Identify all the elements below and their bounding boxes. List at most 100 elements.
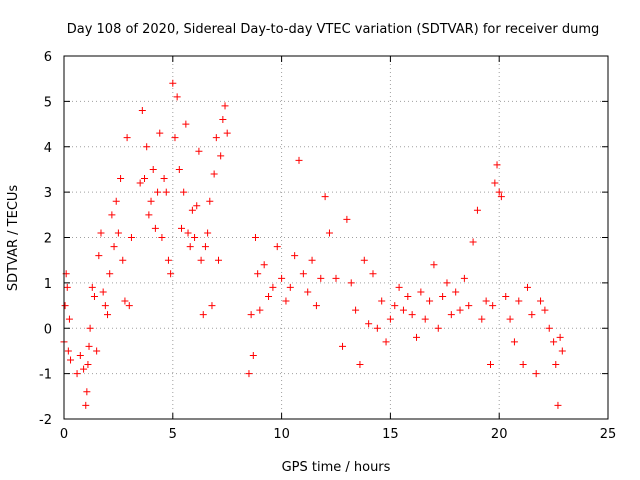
data-point — [282, 297, 290, 305]
data-point — [108, 211, 116, 219]
data-point — [447, 311, 455, 319]
data-point — [145, 211, 153, 219]
data-point — [317, 274, 325, 282]
data-point — [347, 279, 355, 287]
data-point — [164, 256, 172, 264]
y-tick-label: -1 — [39, 368, 52, 383]
data-point — [114, 229, 122, 237]
grid — [64, 56, 608, 419]
x-tick-label: 0 — [60, 427, 68, 442]
data-point — [515, 297, 523, 305]
x-tick-label: 10 — [273, 427, 290, 442]
data-point — [86, 324, 94, 332]
data-point — [373, 324, 381, 332]
data-point — [537, 297, 545, 305]
data-point — [395, 283, 403, 291]
data-point — [245, 370, 253, 378]
data-point — [506, 315, 514, 323]
data-point — [321, 193, 329, 201]
data-point — [217, 152, 225, 160]
data-point — [369, 270, 377, 278]
data-point — [63, 283, 71, 291]
data-point — [308, 256, 316, 264]
data-point — [413, 333, 421, 341]
data-point — [443, 279, 451, 287]
data-point — [97, 229, 105, 237]
chart-title: Day 108 of 2020, Sidereal Day-to-day VTE… — [67, 22, 600, 37]
data-point — [523, 283, 531, 291]
data-point — [299, 270, 307, 278]
data-point — [304, 288, 312, 296]
y-tick-label: 4 — [44, 141, 52, 156]
data-point — [141, 175, 149, 183]
data-point — [121, 297, 129, 305]
x-tick-label: 20 — [491, 427, 508, 442]
data-point — [82, 401, 90, 409]
x-axis-label: GPS time / hours — [282, 460, 391, 475]
data-point — [201, 243, 209, 251]
data-point — [493, 161, 501, 169]
data-point — [64, 347, 72, 355]
data-point — [495, 188, 503, 196]
data-point — [486, 361, 494, 369]
data-point — [90, 292, 98, 300]
data-point — [169, 79, 177, 87]
data-point — [343, 215, 351, 223]
data-point — [426, 297, 434, 305]
data-point — [184, 229, 192, 237]
data-point — [391, 302, 399, 310]
data-point — [249, 351, 257, 359]
data-point — [365, 320, 373, 328]
data-point — [156, 129, 164, 137]
data-point — [210, 170, 218, 178]
data-point — [167, 270, 175, 278]
data-point — [404, 292, 412, 300]
data-point — [360, 256, 368, 264]
data-point — [67, 356, 75, 364]
data-point — [339, 342, 347, 350]
data-point — [95, 252, 103, 260]
data-point — [291, 252, 299, 260]
data-point — [545, 324, 553, 332]
data-point — [251, 234, 259, 241]
data-point — [465, 302, 473, 310]
y-tick-label: 6 — [44, 50, 52, 65]
data-point — [93, 347, 101, 355]
data-point — [439, 292, 447, 300]
data-point — [482, 297, 490, 305]
data-point — [188, 206, 196, 214]
data-point — [256, 306, 264, 314]
data-point — [434, 324, 442, 332]
data-point — [212, 134, 220, 142]
data-point — [378, 297, 386, 305]
data-point — [332, 274, 340, 282]
data-point — [550, 338, 558, 346]
y-tick-label: -2 — [39, 413, 52, 428]
data-point — [175, 165, 183, 173]
data-point — [65, 315, 73, 323]
data-point — [286, 283, 294, 291]
data-point — [101, 302, 109, 310]
data-point — [119, 256, 127, 264]
data-point — [154, 188, 162, 196]
data-point — [195, 147, 203, 155]
data-point — [352, 306, 360, 314]
data-point — [254, 270, 262, 278]
y-tick-label: 5 — [44, 95, 52, 110]
data-point — [456, 306, 464, 314]
data-point — [269, 283, 277, 291]
x-tick-label: 25 — [600, 427, 617, 442]
data-point — [85, 342, 93, 350]
data-point — [73, 370, 81, 378]
data-point — [265, 292, 273, 300]
data-point — [489, 302, 497, 310]
data-point — [502, 292, 510, 300]
data-point — [382, 338, 390, 346]
data-point — [552, 361, 560, 369]
x-tick-label: 15 — [382, 427, 399, 442]
data-point — [278, 274, 286, 282]
data-point — [99, 288, 107, 296]
data-point — [478, 315, 486, 323]
data-point — [104, 311, 112, 319]
